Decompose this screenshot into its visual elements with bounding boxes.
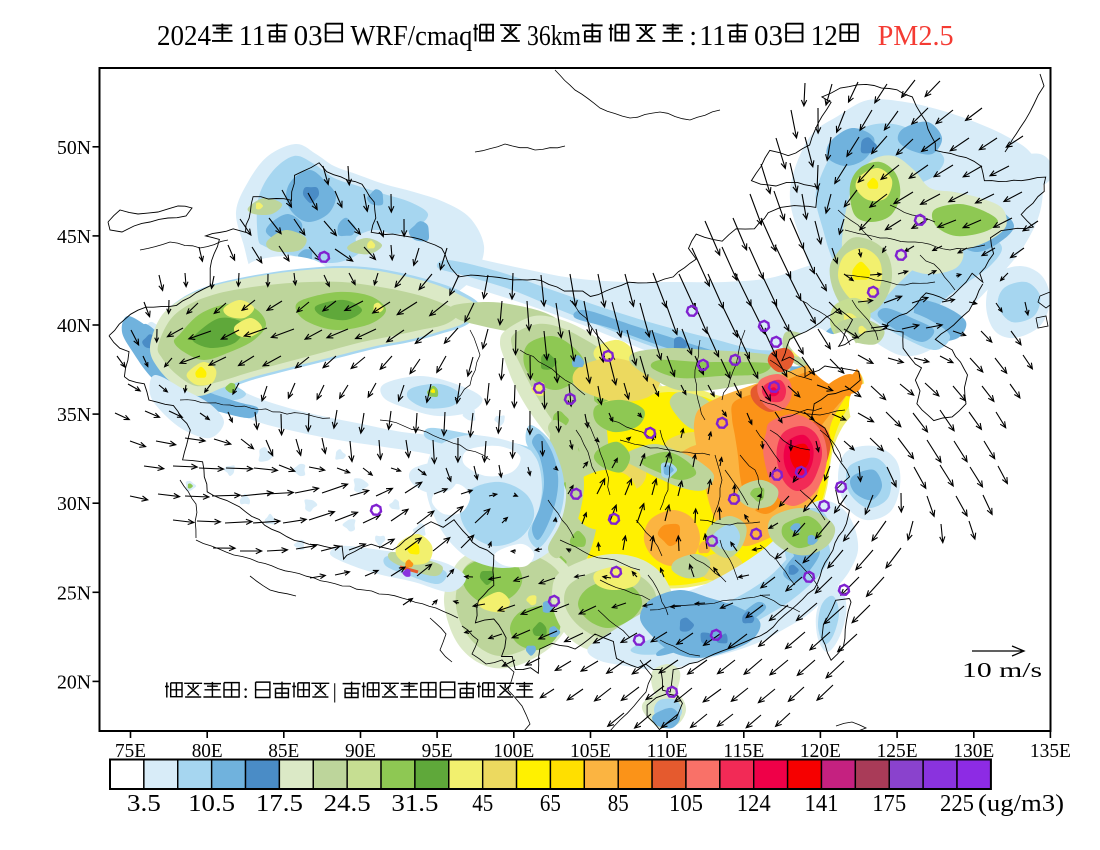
svg-text:10.5: 10.5 — [188, 791, 235, 817]
svg-text:45N: 45N — [57, 226, 91, 248]
svg-text:25N: 25N — [57, 582, 91, 604]
svg-text:105E: 105E — [570, 740, 611, 762]
svg-text:124: 124 — [737, 791, 771, 817]
svg-text:110E: 110E — [647, 740, 688, 762]
svg-text:20N: 20N — [57, 671, 91, 693]
svg-text:75E: 75E — [115, 740, 146, 762]
svg-text:125E: 125E — [877, 740, 918, 762]
svg-text:105: 105 — [669, 791, 703, 817]
svg-text:141: 141 — [805, 791, 839, 817]
svg-text:17.5: 17.5 — [256, 791, 303, 817]
svg-text:175: 175 — [872, 791, 906, 817]
svg-text:85: 85 — [608, 791, 629, 817]
svg-text:40N: 40N — [57, 315, 91, 337]
svg-text:WRF/cmaq: WRF/cmaq — [350, 21, 472, 52]
svg-text:65: 65 — [540, 791, 561, 817]
svg-text:115E: 115E — [723, 740, 764, 762]
svg-text:130E: 130E — [953, 740, 994, 762]
svg-text:50N: 50N — [57, 137, 91, 159]
svg-text:85E: 85E — [268, 740, 299, 762]
svg-text:45: 45 — [472, 791, 493, 817]
svg-text:03: 03 — [294, 21, 323, 52]
svg-text:(ug/m3): (ug/m3) — [978, 791, 1064, 817]
svg-text:120E: 120E — [800, 740, 841, 762]
svg-text:31.5: 31.5 — [391, 791, 438, 817]
svg-text:03: 03 — [754, 21, 783, 52]
svg-text:2024: 2024 — [157, 21, 211, 52]
svg-text::: : — [243, 679, 249, 703]
svg-text:12: 12 — [811, 21, 838, 52]
svg-text:PM2.5: PM2.5 — [878, 21, 954, 52]
svg-text:11: 11 — [699, 21, 726, 52]
svg-text:24.5: 24.5 — [324, 791, 371, 817]
svg-text:|: | — [333, 679, 337, 703]
svg-text::: : — [689, 21, 697, 52]
svg-text:11: 11 — [239, 21, 266, 52]
svg-text:36km: 36km — [527, 21, 581, 52]
svg-text:95E: 95E — [422, 740, 453, 762]
svg-text:80E: 80E — [192, 740, 223, 762]
svg-text:90E: 90E — [345, 740, 376, 762]
svg-text:30N: 30N — [57, 493, 91, 515]
svg-text:35N: 35N — [57, 404, 91, 426]
svg-text:3.5: 3.5 — [127, 791, 161, 817]
svg-text:225: 225 — [940, 791, 974, 817]
svg-text:100E: 100E — [493, 740, 534, 762]
svg-text:135E: 135E — [1030, 740, 1071, 762]
svg-text:10 m/s: 10 m/s — [962, 658, 1042, 682]
